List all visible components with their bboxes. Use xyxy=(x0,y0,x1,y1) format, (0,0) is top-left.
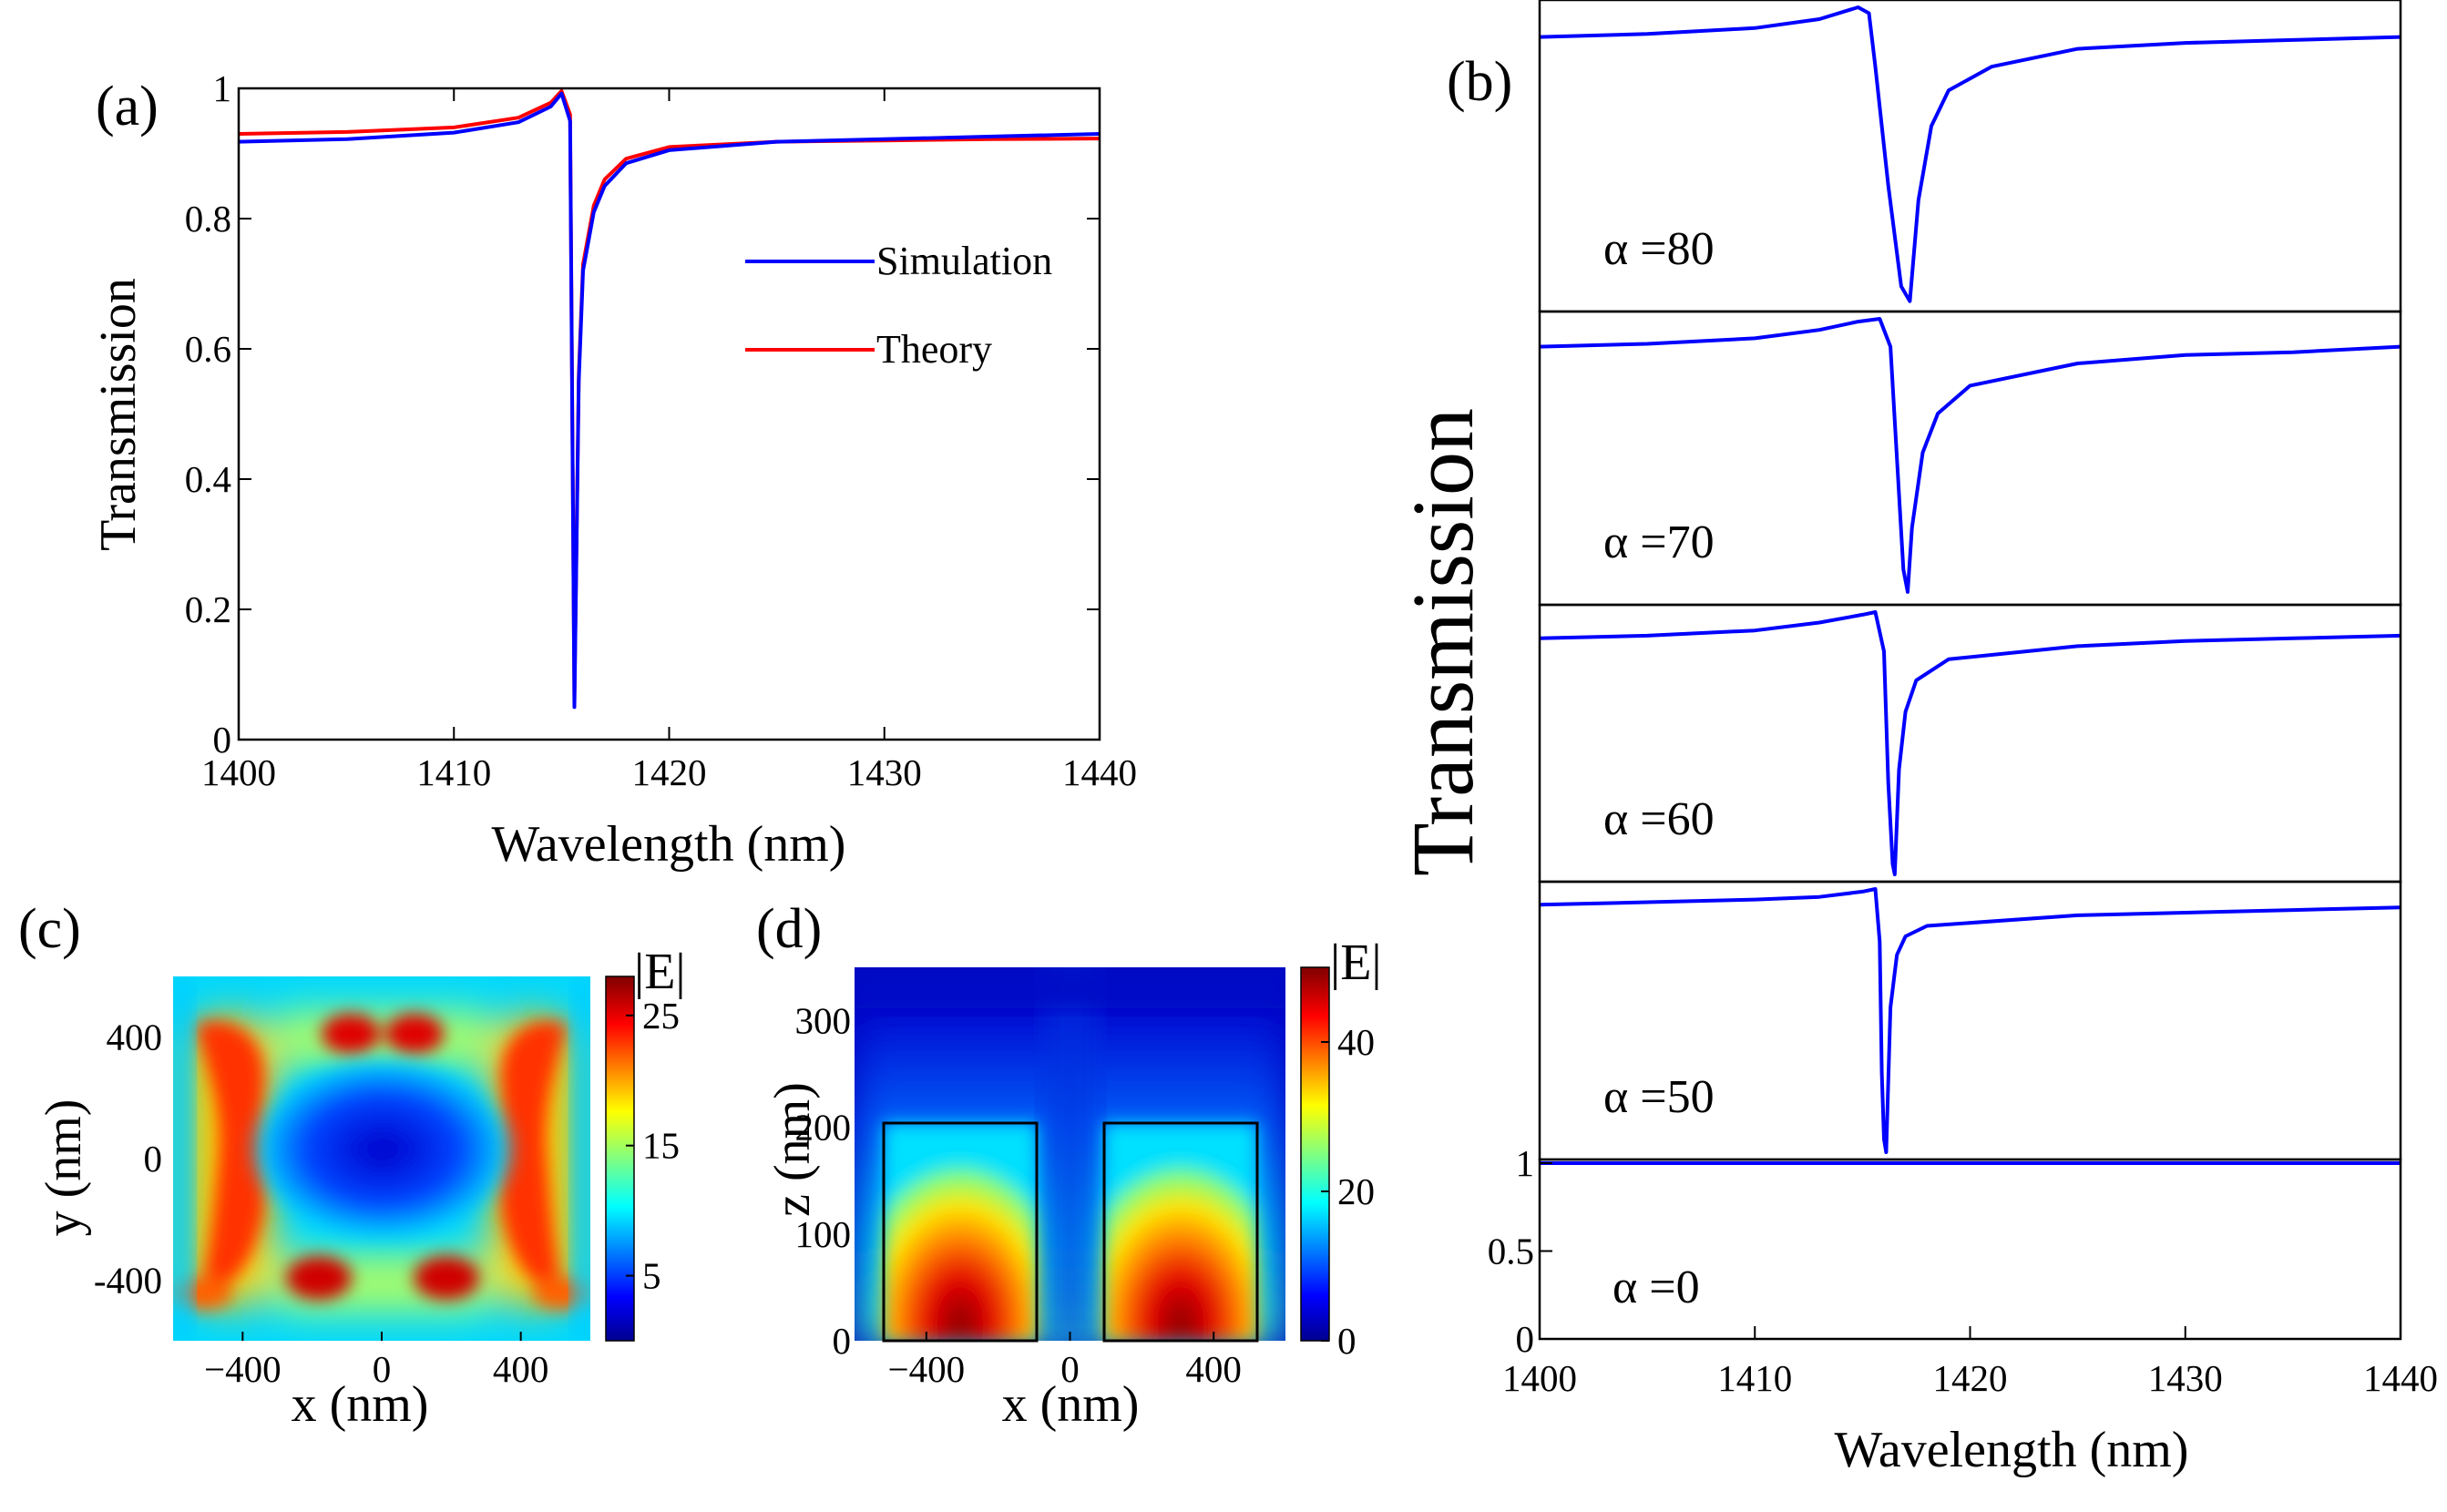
ytick-label: 100 xyxy=(795,1213,852,1255)
colorbar-tick-label: 15 xyxy=(642,1125,680,1167)
colorbar-tick-label: 0 xyxy=(1337,1320,1357,1362)
a-xtick-label: 1420 xyxy=(632,751,707,793)
legend-theory-label: Theory xyxy=(876,327,992,372)
panel-b-subplot: α =50 xyxy=(1538,880,2402,1161)
panel-d-label: (d) xyxy=(756,898,822,960)
series-simulation xyxy=(239,91,1100,710)
panel-b-ylabel: Transmission xyxy=(1394,408,1491,876)
colorbar-tick-label: 20 xyxy=(1337,1170,1375,1212)
panel-c-ylabel: y (nm) xyxy=(36,1099,92,1237)
panel-b-series-line xyxy=(1539,887,2401,1154)
panel-a-frame xyxy=(237,87,1101,741)
panel-b-xlabel: Wavelength (nm) xyxy=(1835,1422,2189,1478)
b-xtick-label: 1440 xyxy=(2363,1357,2438,1399)
b-xtick-label: 1410 xyxy=(1717,1357,1792,1399)
panel-d-colorbar-title: |E| xyxy=(1330,935,1382,991)
b-ytick-label: 0.5 xyxy=(1488,1231,1534,1272)
right-pillar-field xyxy=(1104,1123,1257,1341)
series-theory xyxy=(239,88,1100,703)
panel-c-label: (c) xyxy=(18,898,81,960)
panel-b-xticks: 1400 1410 1420 1430 1440 xyxy=(1502,1326,2438,1399)
panel-b-alpha-label: α =0 xyxy=(1613,1262,1700,1313)
xtick-label: 400 xyxy=(1185,1348,1242,1390)
ytick-label: 0 xyxy=(833,1320,852,1362)
ytick-label: -400 xyxy=(94,1259,162,1301)
panel-c-colorbar xyxy=(605,976,635,1342)
panel-b: (b) Transmission α =80α =70α =60α =50α =… xyxy=(1394,0,2438,1478)
a-xtick-label: 1430 xyxy=(847,751,922,793)
panel-b-series-line xyxy=(1539,5,2401,303)
panel-d-colorbar-ticks: 40 20 0 xyxy=(1321,1021,1375,1362)
panel-a-xlabel: Wavelength (nm) xyxy=(492,816,846,873)
a-ytick-label: 0.6 xyxy=(185,328,231,370)
panel-b-subplot: α =60 xyxy=(1538,603,2402,884)
colorbar-tick-label: 5 xyxy=(642,1255,661,1297)
a-ytick-label: 0.8 xyxy=(185,198,231,240)
panel-c-xlabel: x (nm) xyxy=(292,1376,429,1433)
panel-c-heatmap xyxy=(173,976,590,1341)
colorbar-tick-label: 40 xyxy=(1337,1021,1375,1063)
panel-a-ylabel: Transmission xyxy=(90,278,147,551)
panel-b-subplot: α =80 xyxy=(1538,0,2402,313)
b-xtick-label: 1420 xyxy=(1933,1357,2008,1399)
b-xtick-label: 1400 xyxy=(1502,1357,1577,1399)
panel-d-heatmap xyxy=(855,967,1285,1341)
colorbar-tick-label: 25 xyxy=(642,995,680,1037)
panel-b-series-line xyxy=(1539,317,2401,594)
a-xtick-label: 1410 xyxy=(416,751,491,793)
panel-a-series xyxy=(239,88,1100,710)
panel-b-alpha-label: α =80 xyxy=(1603,223,1715,275)
panel-c-yticks: 400 0 -400 xyxy=(94,1017,162,1302)
b-ytick-label: 1 xyxy=(1516,1142,1535,1184)
panel-b-subplots: α =80 α =70 α =60 α =50 α =0 xyxy=(1538,0,2402,1341)
b-ytick-label: 0 xyxy=(1516,1318,1535,1360)
panel-d-yticks: 300 200 100 0 xyxy=(795,1000,852,1362)
ytick-label: 0 xyxy=(144,1138,163,1180)
panel-b-label: (b) xyxy=(1447,51,1512,113)
panel-c: (c) −400 0 400 xyxy=(18,898,686,1433)
panel-d-xlabel: x (nm) xyxy=(1002,1376,1140,1433)
left-pillar-outline xyxy=(882,1121,1039,1343)
panel-c-colorbar-ticks: 25 15 5 xyxy=(626,995,680,1297)
ytick-label: 400 xyxy=(107,1017,163,1058)
xtick-label: 400 xyxy=(493,1348,549,1390)
ytick-label: 300 xyxy=(795,1000,852,1042)
a-xtick-label: 1440 xyxy=(1062,751,1137,793)
panel-a: (a) 1400 1410 1420 1430 1440 00.20.40.60.81 … xyxy=(90,67,1137,873)
xtick-label: −400 xyxy=(204,1348,282,1390)
xtick-label: −400 xyxy=(888,1348,966,1390)
panel-a-label: (a) xyxy=(96,76,159,138)
left-pillar-field xyxy=(884,1123,1037,1341)
panel-d-xticks: −400 0 400 xyxy=(888,1332,1242,1390)
b-xtick-label: 1430 xyxy=(2148,1357,2223,1399)
panel-c-xticks: −400 0 400 xyxy=(204,1332,548,1390)
a-ytick-label: 0 xyxy=(213,719,232,761)
panel-b-subplot: α =0 xyxy=(1538,1158,2402,1341)
a-ytick-label: 1 xyxy=(213,67,232,109)
panel-b-alpha-label: α =70 xyxy=(1603,516,1715,568)
panel-d-colorbar xyxy=(1300,966,1330,1342)
panel-a-legend: Simulation Theory xyxy=(745,239,1052,372)
panel-a-xticks: 1400 1410 1420 1430 1440 xyxy=(201,88,1137,793)
panel-c-colorbar-title: |E| xyxy=(634,944,686,1000)
panel-d-ylabel: z (nm) xyxy=(764,1082,821,1217)
a-ytick-label: 0.2 xyxy=(185,588,231,630)
panel-b-yticks: 00.51 xyxy=(1488,1142,1552,1360)
a-ytick-label: 0.4 xyxy=(185,458,231,500)
legend-simulation-label: Simulation xyxy=(876,239,1052,283)
ytick-label: 200 xyxy=(795,1107,852,1149)
right-pillar-outline xyxy=(1102,1121,1259,1343)
a-xtick-label: 1400 xyxy=(201,751,276,793)
panel-b-series-line xyxy=(1539,610,2401,876)
panel-b-alpha-label: α =50 xyxy=(1603,1071,1715,1123)
panel-a-yticks: 0 0.2 0.4 0.6 0.8 1 xyxy=(185,67,1100,761)
xtick-label: 0 xyxy=(373,1348,392,1390)
panel-b-subplot: α =70 xyxy=(1538,310,2402,607)
xtick-label: 0 xyxy=(1060,1348,1080,1390)
panel-b-alpha-label: α =60 xyxy=(1603,793,1715,845)
